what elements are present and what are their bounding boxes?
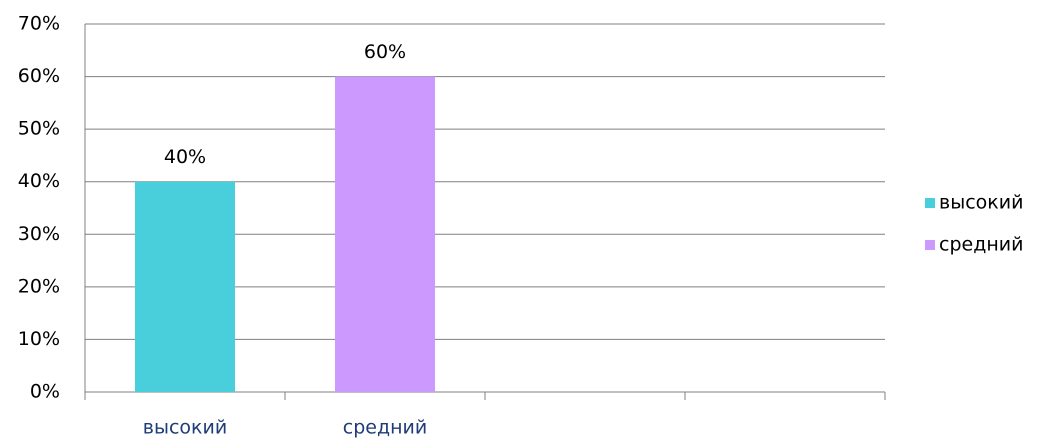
data-label: 60%: [364, 41, 406, 63]
data-label: 40%: [164, 146, 206, 168]
y-tick-label: 0%: [30, 381, 60, 403]
legend-label: средний: [939, 234, 1023, 256]
y-tick-label: 60%: [18, 65, 60, 87]
y-tick-label: 30%: [18, 223, 60, 245]
y-tick-label: 10%: [18, 328, 60, 350]
bar: [135, 181, 235, 392]
y-tick-label: 40%: [18, 170, 60, 192]
y-tick-label: 50%: [18, 118, 60, 140]
x-tick-label: средний: [343, 417, 427, 439]
legend-swatch: [925, 198, 935, 208]
y-tick-label: 70%: [18, 13, 60, 35]
bar: [335, 76, 435, 393]
legend-label: высокий: [939, 192, 1023, 214]
y-tick-label: 20%: [18, 275, 60, 297]
legend-swatch: [925, 240, 935, 250]
x-tick-label: высокий: [143, 417, 227, 439]
